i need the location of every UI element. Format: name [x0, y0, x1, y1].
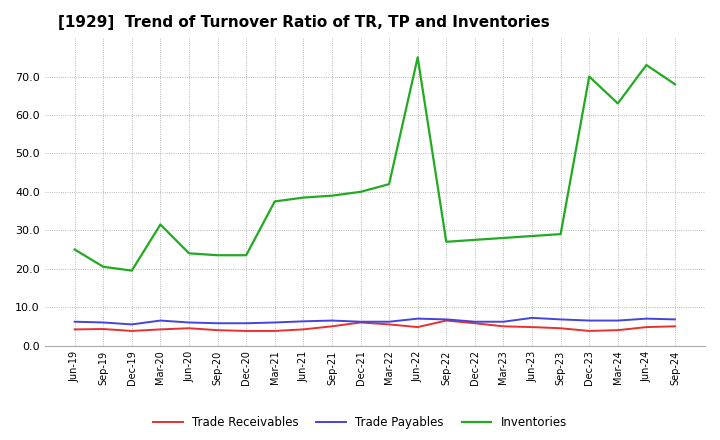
Inventories [271, 199, 279, 204]
Inventories [328, 193, 336, 198]
Trade Receivables [442, 318, 451, 323]
Trade Payables [184, 320, 193, 325]
Trade Receivables [71, 327, 79, 332]
Trade Receivables [528, 324, 536, 330]
Inventories [528, 233, 536, 238]
Inventories [585, 74, 593, 79]
Trade Receivables [328, 324, 336, 329]
Trade Payables [213, 321, 222, 326]
Inventories [127, 268, 136, 273]
Trade Payables [328, 318, 336, 323]
Inventories [356, 189, 365, 194]
Trade Payables [71, 319, 79, 324]
Trade Payables [442, 317, 451, 322]
Trade Payables [356, 319, 365, 324]
Line: Trade Receivables: Trade Receivables [75, 321, 675, 331]
Trade Receivables [242, 328, 251, 334]
Trade Payables [499, 319, 508, 324]
Text: [1929]  Trend of Turnover Ratio of TR, TP and Inventories: [1929] Trend of Turnover Ratio of TR, TP… [58, 15, 549, 30]
Trade Payables [299, 319, 307, 324]
Trade Receivables [271, 328, 279, 334]
Trade Receivables [413, 324, 422, 330]
Inventories [642, 62, 651, 68]
Inventories [156, 222, 165, 227]
Trade Receivables [670, 324, 679, 329]
Trade Payables [99, 320, 107, 325]
Trade Receivables [471, 321, 480, 326]
Inventories [213, 253, 222, 258]
Inventories [413, 55, 422, 60]
Trade Payables [557, 317, 565, 322]
Trade Payables [585, 318, 593, 323]
Trade Receivables [585, 328, 593, 334]
Trade Payables [528, 315, 536, 320]
Trade Receivables [213, 327, 222, 333]
Inventories [71, 247, 79, 252]
Trade Payables [271, 320, 279, 325]
Inventories [471, 237, 480, 242]
Trade Receivables [356, 320, 365, 325]
Inventories [184, 251, 193, 256]
Trade Payables [413, 316, 422, 321]
Inventories [99, 264, 107, 269]
Legend: Trade Receivables, Trade Payables, Inventories: Trade Receivables, Trade Payables, Inven… [148, 412, 572, 434]
Trade Receivables [642, 324, 651, 330]
Trade Payables [384, 319, 393, 324]
Line: Trade Payables: Trade Payables [75, 318, 675, 324]
Line: Inventories: Inventories [75, 57, 675, 271]
Trade Receivables [384, 322, 393, 327]
Inventories [499, 235, 508, 241]
Inventories [242, 253, 251, 258]
Trade Receivables [127, 328, 136, 334]
Trade Payables [242, 321, 251, 326]
Inventories [670, 81, 679, 87]
Trade Receivables [99, 326, 107, 332]
Inventories [299, 195, 307, 200]
Trade Payables [127, 322, 136, 327]
Trade Receivables [156, 327, 165, 332]
Inventories [442, 239, 451, 245]
Inventories [384, 181, 393, 187]
Trade Payables [613, 318, 622, 323]
Trade Payables [471, 319, 480, 324]
Trade Payables [642, 316, 651, 321]
Trade Receivables [299, 327, 307, 332]
Inventories [557, 231, 565, 237]
Trade Receivables [613, 327, 622, 333]
Trade Payables [156, 318, 165, 323]
Trade Payables [670, 317, 679, 322]
Inventories [613, 101, 622, 106]
Trade Receivables [184, 326, 193, 331]
Trade Receivables [557, 326, 565, 331]
Trade Receivables [499, 324, 508, 329]
